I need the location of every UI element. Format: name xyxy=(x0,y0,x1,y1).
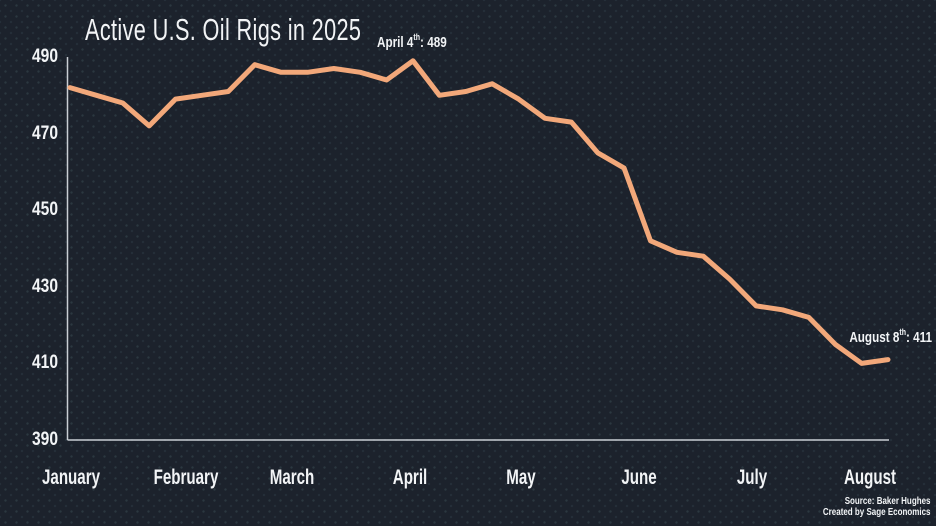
x-axis-month-label: February xyxy=(153,466,219,489)
annotation-august-text: August 8 xyxy=(849,329,900,346)
y-axis-tick-label: 390 xyxy=(32,429,58,450)
x-axis-month-label: April xyxy=(392,466,428,489)
source-credit: Source: Baker Hughes Created by Sage Eco… xyxy=(822,496,930,518)
credit-line: Created by Sage Economics xyxy=(822,507,930,518)
y-axis-tick-label: 430 xyxy=(32,275,58,297)
x-axis-month-label: July xyxy=(736,466,768,489)
x-axis-month-label: March xyxy=(269,466,315,489)
annotation-august-sup: th xyxy=(899,327,906,337)
y-axis-tick-label: 490 xyxy=(32,46,58,67)
y-axis-tick-label: 470 xyxy=(32,122,58,144)
annotation-april-value: : 489 xyxy=(420,34,447,51)
annotation-august-latest: August 8th: 411 xyxy=(849,327,932,347)
annotation-april-text: April 4 xyxy=(377,34,414,51)
y-axis-tick-label: 410 xyxy=(32,352,58,374)
x-axis-month-label: January xyxy=(42,466,100,489)
rig-count-line xyxy=(67,58,891,366)
source-line: Source: Baker Hughes xyxy=(844,496,930,507)
annotation-april-sup: th xyxy=(413,32,421,42)
x-axis-month-label: August xyxy=(843,466,897,489)
x-axis-month-label: May xyxy=(506,466,536,489)
annotation-august-value: : 411 xyxy=(905,329,932,346)
y-axis-tick-label: 450 xyxy=(32,199,58,221)
chart-title: Active U.S. Oil Rigs in 2025 xyxy=(85,12,362,47)
annotation-april-peak: April 4th: 489 xyxy=(377,32,447,52)
x-axis-month-label: June xyxy=(621,466,657,489)
